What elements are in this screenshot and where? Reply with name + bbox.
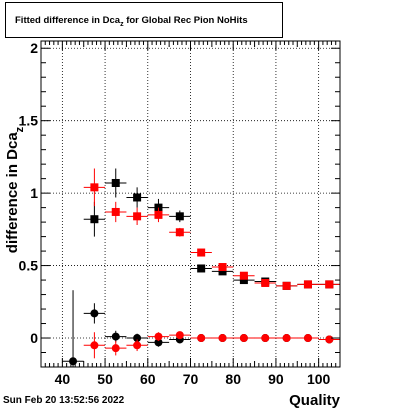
y-tick-label: 1 bbox=[30, 185, 38, 201]
data-point-circle bbox=[154, 338, 163, 347]
y-axis-label: difference in Dcaz bbox=[4, 126, 26, 253]
data-point-circle bbox=[282, 334, 291, 343]
data-point-circle bbox=[90, 341, 99, 350]
data-point-square bbox=[197, 248, 206, 257]
data-point-circle bbox=[154, 332, 163, 341]
data-point-square bbox=[239, 276, 248, 285]
chart-title: Fitted difference in Dcaz for Global Rec… bbox=[15, 15, 248, 28]
data-point-square bbox=[111, 207, 120, 216]
y-tick-label: 2 bbox=[30, 40, 38, 56]
data-point-square bbox=[261, 278, 270, 287]
x-axis-label: Quality bbox=[289, 392, 341, 409]
x-tick-label: 60 bbox=[140, 371, 156, 387]
data-point-circle bbox=[111, 332, 120, 341]
y-tick-label: 0.5 bbox=[19, 258, 39, 274]
chart-title-sub: z bbox=[120, 20, 124, 28]
data-point-square bbox=[90, 215, 99, 224]
data-point-circle bbox=[239, 334, 248, 343]
tick-labels: 40 50 60 70 80 90 100 0 0.5 1 1.5 2 bbox=[19, 40, 331, 387]
data-point-circle bbox=[303, 334, 312, 343]
data-point-circle bbox=[69, 357, 78, 366]
series-2 bbox=[62, 290, 340, 367]
data-point-circle bbox=[261, 334, 270, 343]
x-tick-label: 90 bbox=[268, 371, 284, 387]
data-point-square bbox=[218, 263, 227, 272]
x-tick-label: 100 bbox=[307, 371, 331, 387]
data-point-circle bbox=[325, 335, 334, 344]
data-point-square bbox=[218, 267, 227, 276]
x-tick-label: 50 bbox=[97, 371, 113, 387]
series-3 bbox=[83, 331, 340, 359]
data-point-square bbox=[197, 264, 206, 273]
y-axis-label-sub: z bbox=[14, 126, 26, 132]
data-point-square bbox=[154, 210, 163, 219]
data-point-square bbox=[282, 281, 291, 290]
x-tick-label: 80 bbox=[225, 371, 241, 387]
data-point-circle bbox=[133, 334, 142, 343]
series-0 bbox=[83, 168, 340, 290]
data-point-circle bbox=[218, 334, 227, 343]
chart-title-box: Fitted difference in Dcaz for Global Rec… bbox=[5, 2, 283, 38]
data-point-square bbox=[90, 183, 99, 192]
data-point-square bbox=[239, 271, 248, 280]
chart-title-main: Fitted difference in Dca bbox=[15, 15, 121, 26]
y-axis-label-main: difference in Dca bbox=[4, 132, 21, 254]
x-tick-label: 40 bbox=[55, 371, 71, 387]
data-point-square bbox=[111, 178, 120, 187]
data-point-square bbox=[133, 193, 142, 202]
data-point-circle bbox=[175, 331, 184, 340]
chart-title-rest: for Global Rec Pion NoHits bbox=[123, 15, 248, 26]
data-point-square bbox=[175, 212, 184, 221]
data-point-circle bbox=[197, 334, 206, 343]
axis-ticks bbox=[40, 41, 341, 367]
timestamp: Sun Feb 20 13:52:56 2022 bbox=[3, 395, 125, 406]
y-tick-label: 1.5 bbox=[19, 113, 39, 129]
data-point-square bbox=[303, 280, 312, 289]
data-point-square bbox=[325, 280, 334, 289]
data-points bbox=[62, 168, 340, 367]
data-point-circle bbox=[111, 344, 120, 353]
grid bbox=[41, 41, 340, 367]
data-point-circle bbox=[133, 341, 142, 350]
x-tick-label: 70 bbox=[183, 371, 199, 387]
data-point-circle bbox=[90, 309, 99, 318]
y-tick-label: 0 bbox=[30, 330, 38, 346]
series-1 bbox=[83, 168, 340, 290]
data-point-square bbox=[175, 228, 184, 237]
data-point-square bbox=[133, 212, 142, 221]
